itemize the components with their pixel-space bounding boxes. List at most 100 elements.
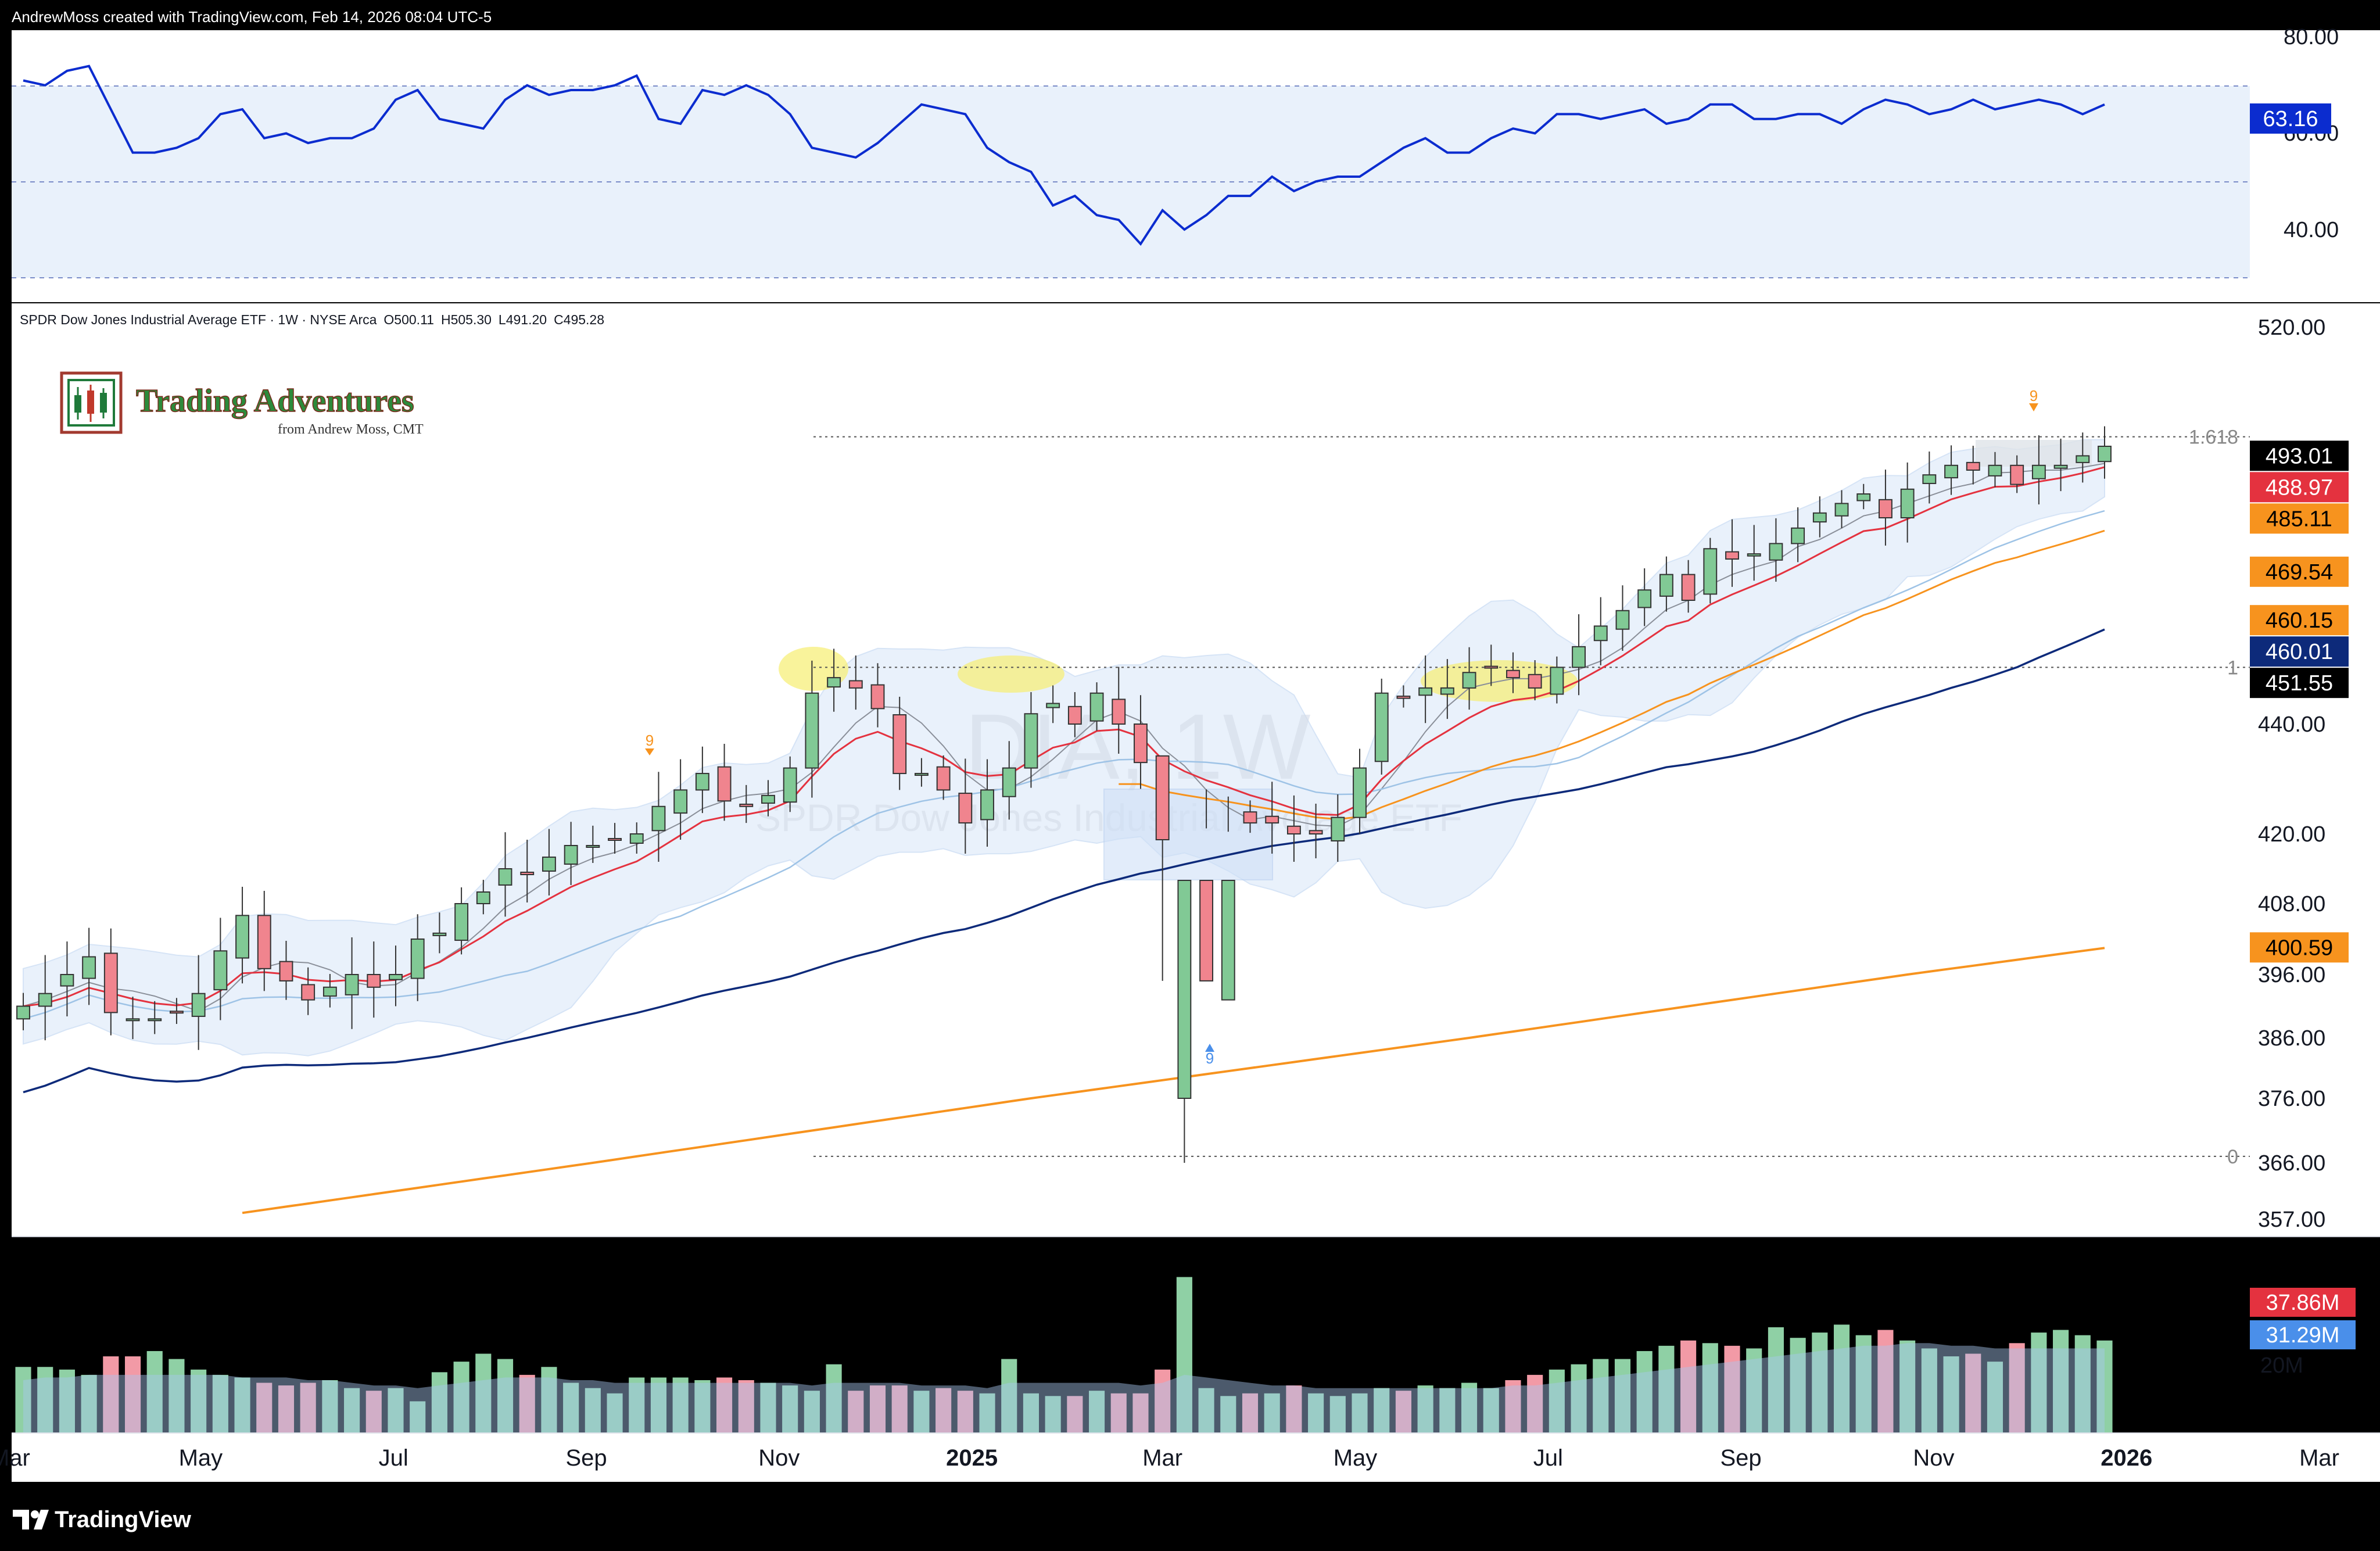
candle-body — [1177, 880, 1192, 1099]
candle — [1725, 519, 1739, 587]
volume-bar — [191, 1369, 207, 1433]
candle — [1353, 748, 1367, 834]
candle — [848, 655, 863, 710]
candle — [16, 993, 30, 1030]
candle — [367, 941, 381, 1018]
price-tick-label: 357.00 — [2258, 1208, 2325, 1232]
volume-bar — [1680, 1340, 1697, 1433]
tradingview-logo-icon — [13, 1510, 29, 1529]
time-axis-label: Mar — [0, 1445, 30, 1471]
candle-body — [936, 766, 951, 791]
candle — [1834, 490, 1849, 528]
fibonacci-labels: 1.618 1 0 — [2189, 427, 2238, 1168]
volume-bar — [1155, 1369, 1171, 1433]
volume-bar — [848, 1391, 864, 1433]
candle-body — [1024, 713, 1038, 769]
candle — [1112, 667, 1126, 754]
candle — [1900, 462, 1915, 543]
volume-bar — [979, 1393, 995, 1433]
price-tick-label: 366.00 — [2258, 1151, 2325, 1176]
volume-bar — [475, 1353, 492, 1433]
candle — [827, 649, 841, 712]
volume-bar — [1746, 1348, 1762, 1433]
volume-bar — [1045, 1396, 1061, 1433]
price-badge-box — [2250, 556, 2349, 587]
candle — [1286, 795, 1301, 862]
volume-bar — [410, 1401, 426, 1433]
volume-bar — [1812, 1333, 1828, 1433]
volume-bar — [1724, 1345, 1740, 1433]
fib-level-label: 1.618 — [2189, 427, 2238, 449]
rsi-value-label: 63.16 — [2263, 107, 2318, 131]
candle — [1265, 782, 1279, 854]
volume-bar — [1833, 1324, 1850, 1433]
candle — [936, 755, 951, 800]
candle — [1528, 660, 1542, 701]
volume-bar — [782, 1385, 798, 1433]
volume-bar — [103, 1356, 119, 1433]
volume-bar — [1395, 1391, 1411, 1433]
volume-bar — [1549, 1369, 1565, 1433]
sequential-count-marker: 9 — [2029, 387, 2038, 411]
candle-body — [1791, 527, 1805, 545]
candle-body — [1484, 665, 1499, 669]
candle — [345, 937, 359, 1029]
candle — [1243, 800, 1257, 833]
candle-body — [60, 974, 74, 987]
ohlc-high: H505.30 — [441, 312, 492, 327]
volume-bar — [1790, 1338, 1806, 1433]
candle — [1046, 685, 1060, 723]
candle-body — [1221, 880, 1235, 1001]
candle — [761, 780, 775, 816]
candle — [2053, 438, 2068, 492]
candle — [1506, 652, 1520, 693]
candle-body — [2076, 455, 2090, 463]
candle — [586, 825, 600, 863]
volume-bar — [804, 1391, 820, 1433]
ohlc-close: C495.28 — [554, 312, 604, 327]
candle-body — [170, 1011, 184, 1014]
volume-bar — [2074, 1335, 2091, 1433]
time-axis[interactable] — [12, 1433, 2380, 1482]
candle-body — [1506, 669, 1520, 679]
price-tick-label: 386.00 — [2258, 1026, 2325, 1051]
candle-body — [1769, 543, 1783, 561]
time-axis-label: 2026 — [2101, 1445, 2152, 1471]
tradingview-brand[interactable]: TradingView — [13, 1507, 192, 1532]
candle-body — [2031, 464, 2046, 479]
time-axis-label: Mar — [2299, 1445, 2339, 1471]
volume-bar — [388, 1388, 404, 1433]
candle-body — [1966, 461, 1980, 471]
candle — [476, 880, 490, 915]
candle-body — [82, 956, 96, 979]
candle — [2098, 426, 2112, 479]
volume-bar — [365, 1391, 382, 1433]
volume-bar — [738, 1380, 754, 1433]
volume-bar — [1943, 1356, 1959, 1433]
price-badge-box — [2250, 668, 2349, 699]
candle — [1966, 446, 1980, 485]
candle — [191, 955, 206, 1050]
candle-body — [235, 915, 249, 959]
rsi-series — [23, 65, 2105, 246]
sequential-count-marker: 9 — [1205, 1044, 1214, 1067]
volume-bar — [1593, 1359, 1609, 1433]
candle-body — [1440, 687, 1454, 695]
volume-bar — [431, 1372, 447, 1433]
tradingview-logo-slash — [34, 1510, 49, 1529]
candle — [1067, 692, 1082, 737]
volume-bar — [891, 1385, 908, 1433]
candle-body — [586, 845, 600, 848]
symbol-info: SPDR Dow Jones Industrial Average ETF · … — [20, 312, 604, 327]
volume-bar — [2096, 1340, 2113, 1433]
candle — [673, 759, 688, 840]
sma-20-line — [23, 510, 2105, 1020]
candle — [1550, 656, 1564, 704]
candle — [103, 928, 118, 1036]
candle-body — [1002, 767, 1016, 797]
candle-body — [870, 684, 885, 710]
price-badge-label: 451.55 — [2266, 671, 2333, 696]
volume-bar — [629, 1377, 645, 1433]
time-axis-label: 2025 — [946, 1445, 998, 1471]
